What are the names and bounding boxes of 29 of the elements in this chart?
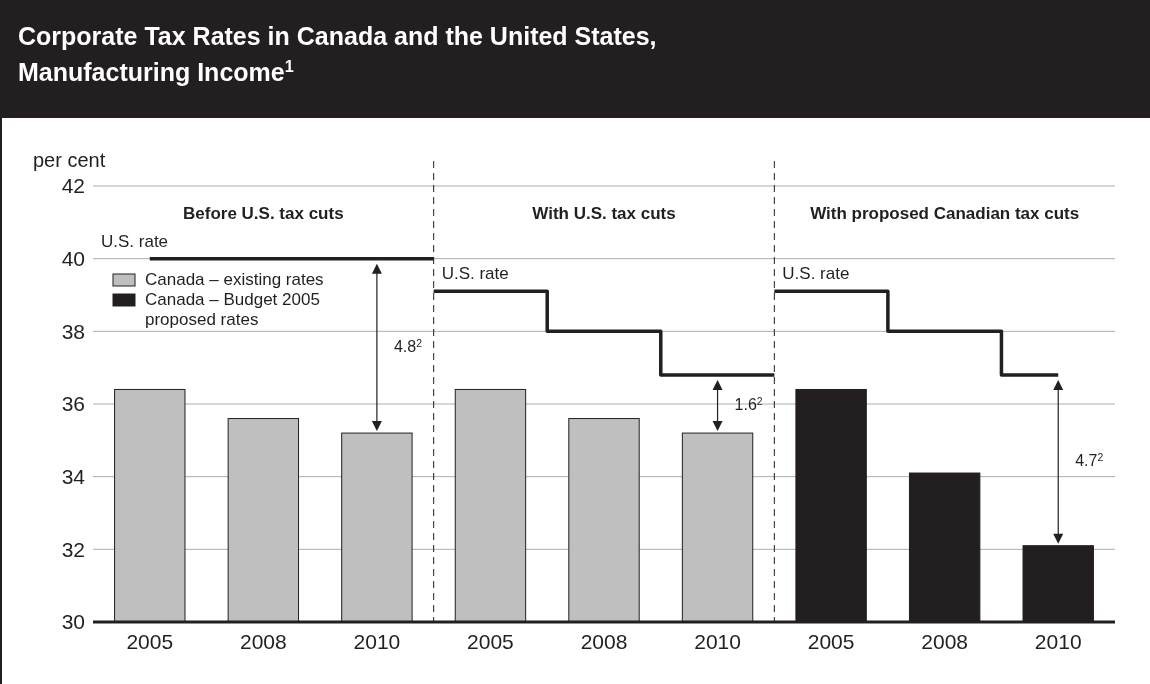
x-tick-label: 2008 bbox=[921, 629, 969, 653]
annotation: 4.7$^{2}$ bbox=[1075, 451, 1104, 470]
annotation: 4.8$^{2}$ bbox=[393, 337, 423, 355]
x-tick-label: 2005 bbox=[467, 629, 514, 653]
annotation: Before U.S. tax cuts bbox=[183, 204, 344, 223]
chart-title: Corporate Tax Rates in Canada and the United States, Manufacturing Income$^{1}$ bbox=[18, 22, 657, 86]
y-tick-label: 34 bbox=[61, 464, 86, 488]
x-tick-label: 2008 bbox=[239, 629, 287, 653]
text: U.S. rate bbox=[101, 231, 169, 251]
annotation: With U.S. tax cuts bbox=[532, 204, 676, 223]
annotation: With proposed Canadian tax cuts bbox=[810, 204, 1080, 223]
x-tick-label: 2005 bbox=[807, 629, 855, 653]
y-tick-label: 42 bbox=[61, 174, 85, 198]
x-tick-label: 2010 bbox=[1034, 629, 1082, 653]
annotation: 1.6$^{2}$ bbox=[734, 395, 763, 413]
y-tick-label: 30 bbox=[61, 610, 85, 634]
legend-label: Canada – existing rates bbox=[145, 270, 324, 289]
x-tick-label: 2005 bbox=[126, 629, 174, 653]
x-tick-label: 2010 bbox=[694, 629, 741, 653]
series-label: U.S. rate bbox=[441, 264, 509, 284]
text: U.S. rate bbox=[782, 264, 850, 284]
legend-label: Canada – Budget 2005 proposed rates bbox=[145, 290, 320, 329]
x-tick-label: 2010 bbox=[353, 629, 401, 653]
y-axis-title: per cent bbox=[33, 149, 106, 171]
y-tick-label: 38 bbox=[61, 319, 85, 343]
y-tick-label: 40 bbox=[61, 246, 85, 270]
y-tick-label: 32 bbox=[61, 537, 85, 561]
x-tick-label: 2008 bbox=[580, 629, 628, 653]
y-tick-label: 36 bbox=[61, 392, 85, 416]
